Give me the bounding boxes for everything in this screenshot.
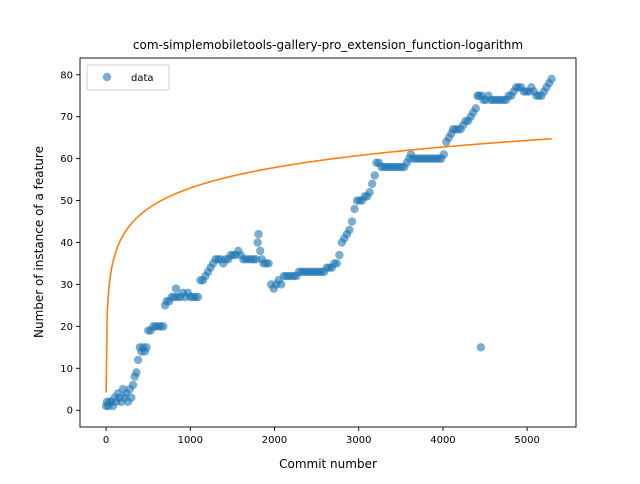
x-tick-label: 3000 [346, 435, 371, 446]
y-tick-label: 30 [60, 280, 73, 291]
data-point [547, 74, 556, 84]
data-point [368, 179, 377, 188]
y-tick-label: 80 [60, 70, 73, 81]
data-point [133, 355, 143, 365]
y-tick-label: 20 [60, 322, 73, 333]
data-point [277, 280, 286, 289]
x-tick-label: 5000 [514, 435, 539, 446]
data-point [142, 343, 151, 352]
x-tick-label: 0 [103, 435, 109, 446]
y-axis: 0 10 20 30 40 50 60 70 80 [60, 70, 80, 417]
data-point [350, 204, 359, 214]
data-point [347, 217, 357, 226]
y-tick-label: 40 [60, 238, 73, 249]
data-point [332, 259, 342, 268]
y-tick-label: 50 [60, 196, 73, 207]
y-tick-label: 10 [60, 364, 73, 375]
y-tick-label: 60 [60, 154, 73, 165]
data-point [193, 292, 203, 302]
data-point [251, 255, 261, 264]
y-tick-label: 0 [67, 406, 73, 417]
legend-marker [102, 72, 112, 82]
data-point [159, 322, 168, 331]
data-point [345, 225, 354, 235]
plot-area [79, 57, 577, 428]
data-point [370, 171, 379, 180]
y-axis-label: Number of instance of a feature [32, 146, 46, 338]
x-tick-label: 1000 [178, 435, 203, 446]
data-point [132, 368, 141, 377]
legend-box [86, 64, 170, 91]
data-point [256, 246, 265, 256]
x-tick-label: 2000 [262, 435, 287, 446]
data-point [254, 229, 263, 239]
fit-line [105, 137, 552, 393]
legend: data [86, 64, 170, 91]
x-tick-label: 4000 [430, 435, 455, 446]
data-point [128, 380, 138, 390]
data-point [439, 150, 448, 159]
x-axis: 0 1000 2000 3000 4000 5000 [103, 427, 540, 446]
data-point [171, 284, 181, 293]
x-axis-label: Commit number [279, 457, 377, 471]
data-point [264, 259, 273, 268]
data-point [476, 343, 486, 352]
data-point [253, 238, 262, 247]
chart-title: com-simplemobiletools-gallery-pro_extens… [133, 38, 523, 52]
y-tick-label: 70 [60, 112, 73, 123]
data-point [471, 104, 480, 113]
data-point [127, 393, 136, 402]
data-point [335, 250, 344, 260]
legend-label: data [131, 73, 154, 84]
data-point [365, 187, 374, 197]
